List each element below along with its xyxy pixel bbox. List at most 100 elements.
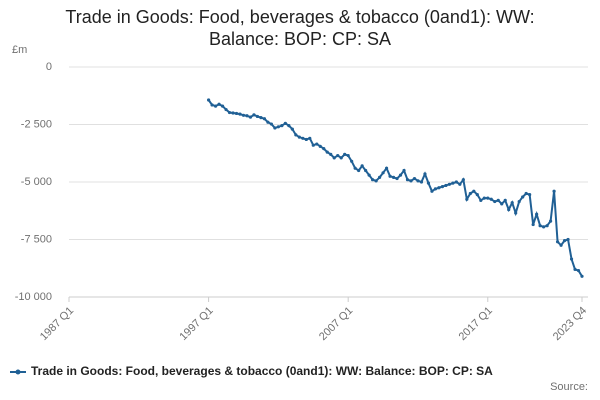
data-point — [412, 176, 417, 181]
data-point — [580, 274, 584, 278]
data-point — [269, 122, 274, 126]
data-point — [294, 133, 298, 137]
data-point — [276, 125, 280, 129]
data-point — [360, 164, 364, 168]
data-point — [332, 156, 336, 160]
data-point — [447, 182, 451, 186]
data-point — [255, 114, 260, 119]
data-point — [318, 144, 322, 148]
data-point — [416, 179, 420, 183]
legend-label: Trade in Goods: Food, beverages & tobacc… — [31, 364, 493, 378]
data-point — [220, 104, 225, 108]
data-point — [287, 124, 291, 128]
data-point — [353, 166, 357, 170]
data-point — [542, 225, 546, 229]
data-point — [430, 189, 434, 193]
data-point — [252, 113, 256, 117]
x-tick-label: 2023 Q4 — [551, 305, 589, 343]
y-tick-label: -2 500 — [21, 118, 52, 130]
data-point — [555, 240, 560, 244]
data-point — [206, 98, 211, 102]
data-point — [238, 112, 242, 116]
data-point — [482, 196, 486, 200]
legend-marker — [15, 369, 21, 375]
data-point — [503, 198, 507, 202]
data-point — [315, 142, 319, 146]
data-point — [231, 111, 235, 115]
data-point — [381, 171, 385, 175]
y-unit: £m — [12, 44, 27, 56]
chart-title: Trade in Goods: Food, beverages & tobacc… — [65, 7, 535, 49]
data-point — [433, 187, 438, 191]
data-point — [458, 182, 462, 186]
data-point — [395, 176, 399, 181]
data-point — [465, 197, 469, 201]
data-point — [350, 159, 354, 163]
data-point — [573, 267, 577, 271]
data-point — [364, 168, 368, 173]
data-point — [308, 136, 312, 140]
data-point — [248, 115, 253, 119]
data-point — [461, 178, 465, 182]
data-point — [468, 191, 472, 196]
data-point — [423, 172, 427, 176]
data-point — [405, 178, 410, 182]
data-point — [377, 175, 382, 179]
data-point — [521, 195, 525, 199]
x-tick-label: 2017 Q1 — [457, 305, 495, 343]
data-point — [552, 189, 556, 193]
data-point — [241, 113, 246, 117]
data-point — [524, 191, 528, 196]
data-point — [531, 222, 535, 227]
data-point — [409, 179, 413, 183]
data-point — [576, 268, 581, 273]
data-point — [339, 156, 343, 160]
data-point — [273, 126, 277, 130]
data-point — [517, 199, 521, 204]
data-line — [207, 99, 583, 277]
data-point — [437, 186, 441, 190]
data-point — [357, 168, 361, 173]
data-point — [374, 179, 378, 183]
y-tick-label: 0 — [46, 61, 52, 73]
y-tick-label: -7 500 — [21, 233, 52, 245]
data-point — [451, 181, 455, 185]
data-point — [569, 257, 574, 261]
data-point — [535, 212, 539, 216]
data-point — [304, 137, 308, 142]
data-point — [496, 198, 500, 202]
data-point — [489, 197, 493, 201]
data-point — [444, 183, 448, 188]
data-point — [217, 102, 221, 106]
data-point — [213, 104, 218, 108]
data-point — [297, 135, 301, 139]
data-point — [283, 121, 287, 125]
data-point — [566, 237, 570, 242]
data-point — [301, 136, 305, 140]
data-point — [493, 199, 497, 204]
data-point — [371, 178, 375, 182]
data-point — [329, 152, 333, 156]
data-point — [391, 175, 396, 179]
data-point — [322, 147, 326, 151]
data-point — [454, 180, 458, 184]
data-point — [234, 111, 239, 116]
x-tick-label: 2007 Q1 — [317, 305, 355, 343]
data-point — [266, 120, 270, 124]
source: Source: — [550, 381, 588, 393]
data-point — [479, 198, 483, 202]
y-tick-label: -10 000 — [15, 291, 52, 303]
data-point — [562, 239, 567, 243]
data-point — [245, 114, 249, 118]
data-point — [224, 107, 228, 112]
data-point — [210, 103, 214, 107]
data-point — [388, 174, 392, 178]
data-point — [336, 153, 340, 158]
data-point — [545, 224, 549, 228]
data-point — [507, 208, 511, 212]
data-point — [367, 173, 371, 177]
data-point — [548, 219, 553, 223]
data-point — [475, 193, 479, 197]
